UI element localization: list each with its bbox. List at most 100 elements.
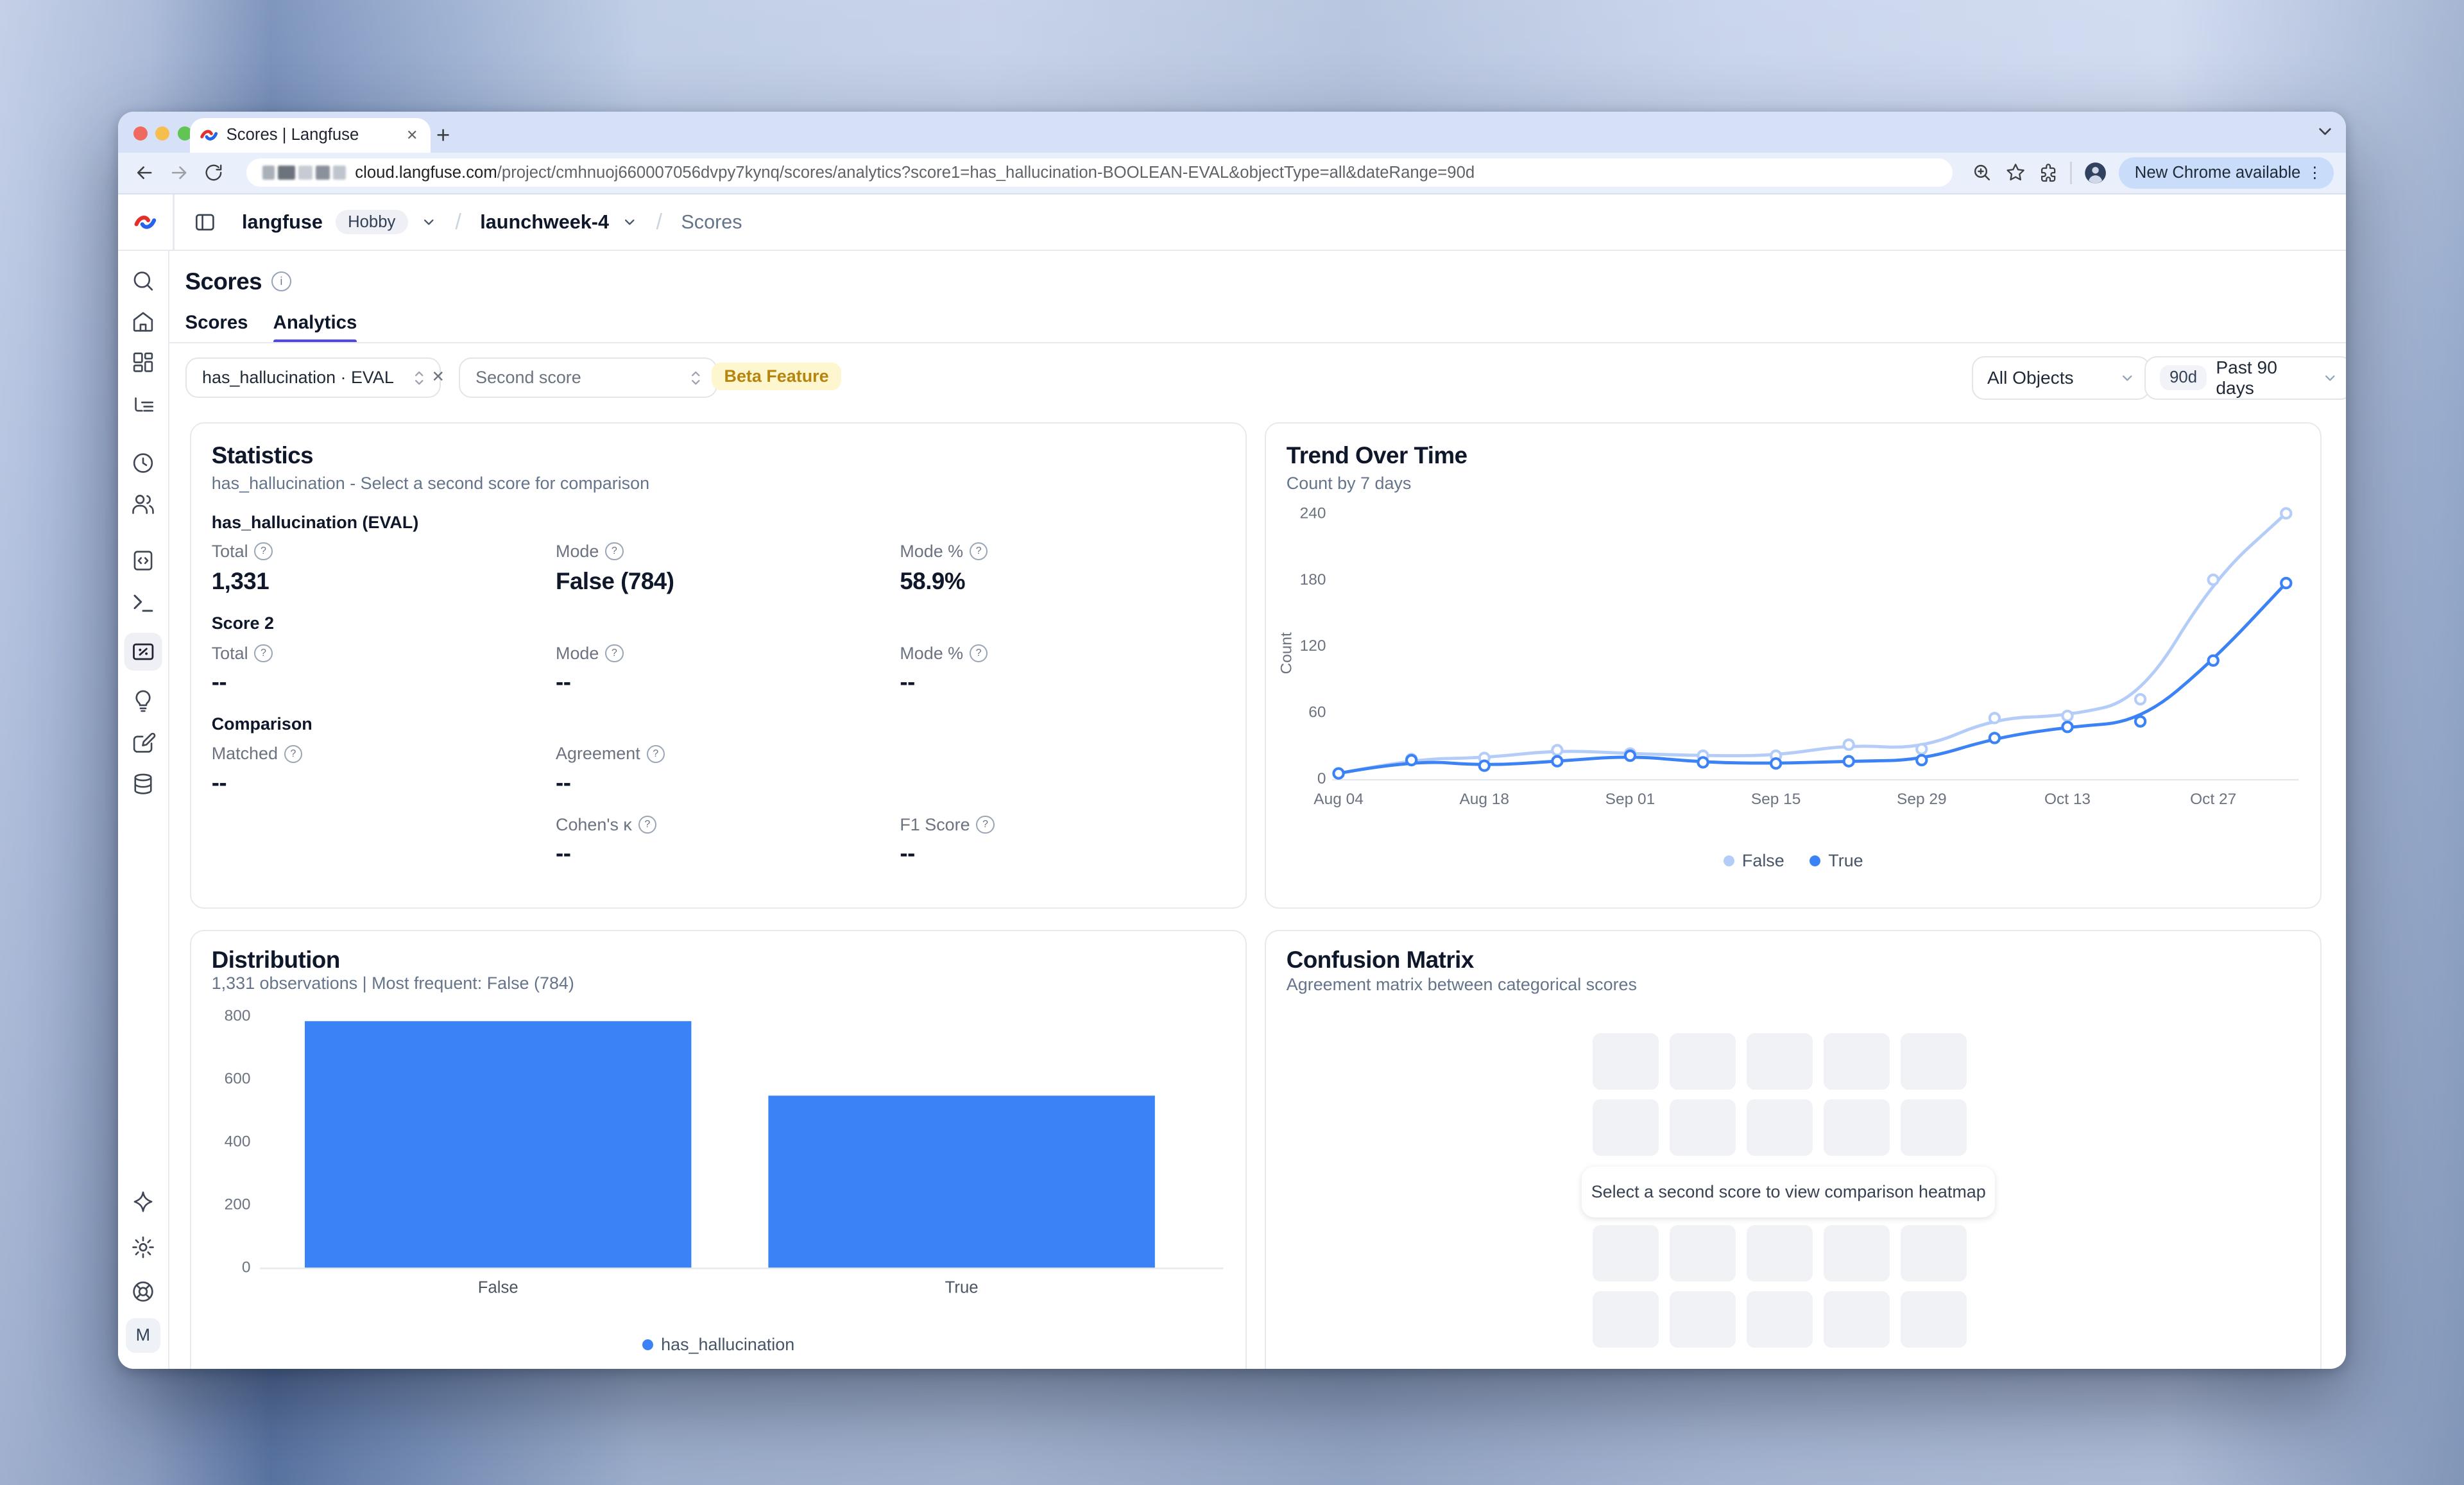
maximize-window-button[interactable] — [177, 126, 192, 141]
sidebar-item-evaluation-active[interactable] — [124, 633, 162, 671]
annotation-icon[interactable] — [130, 730, 156, 755]
placeholder-cell — [1747, 1099, 1813, 1156]
comparison-heading: Comparison — [211, 714, 312, 734]
sessions-clock-icon[interactable] — [130, 451, 155, 476]
svg-text:Oct 13: Oct 13 — [2044, 790, 2091, 807]
home-icon[interactable] — [130, 309, 155, 334]
date-shortcut-chip: 90d — [2160, 365, 2207, 391]
tabs-divider — [169, 341, 2347, 344]
back-button[interactable] — [130, 159, 158, 187]
org-chevron-icon[interactable] — [421, 214, 436, 230]
stat-label-mode-pct: Mode %? — [900, 644, 988, 664]
bookmark-star-icon[interactable] — [2005, 162, 2026, 184]
legend-item[interactable]: True — [1809, 851, 1863, 871]
help-icon[interactable]: ? — [969, 644, 988, 663]
help-icon[interactable]: ? — [646, 744, 665, 764]
svg-text:Sep 29: Sep 29 — [1897, 790, 1947, 807]
placeholder-cell — [1670, 1224, 1736, 1282]
sidebar-toggle-button[interactable] — [193, 210, 217, 234]
minimize-window-button[interactable] — [155, 126, 170, 141]
legend-item[interactable]: has_hallucination — [642, 1335, 794, 1355]
svg-text:400: 400 — [225, 1133, 251, 1150]
second-score-select[interactable]: Second score — [458, 357, 717, 399]
reload-button[interactable] — [200, 159, 228, 187]
new-tab-button[interactable]: + — [436, 121, 450, 148]
stat-label-mode: Mode? — [556, 542, 624, 562]
score1-select[interactable]: has_hallucination · EVAL — [185, 357, 441, 399]
help-icon[interactable]: ? — [254, 542, 273, 561]
stat-value-mode: False (784) — [556, 568, 674, 595]
users-icon[interactable] — [130, 492, 155, 517]
placeholder-cell — [1824, 1291, 1890, 1348]
svg-text:180: 180 — [1299, 571, 1326, 588]
extensions-icon[interactable] — [2037, 162, 2059, 184]
settings-gear-icon[interactable] — [130, 1235, 155, 1260]
help-icon[interactable]: ? — [976, 815, 995, 834]
tab-title: Scores | Langfuse — [226, 126, 359, 144]
url-bar[interactable]: cloud.langfuse.com/project/cmhnuoj660007… — [246, 159, 1953, 187]
tracing-icon[interactable] — [130, 394, 155, 419]
langfuse-favicon — [200, 130, 218, 141]
placeholder-cell — [1824, 1099, 1890, 1156]
svg-text:800: 800 — [225, 1007, 251, 1024]
insights-lightbulb-icon[interactable] — [130, 688, 155, 713]
new-chrome-pill[interactable]: New Chrome available ⋮ — [2119, 157, 2334, 189]
tab-scores[interactable]: Scores — [185, 312, 248, 334]
kebab-menu-icon[interactable]: ⋮ — [2307, 164, 2323, 182]
help-icon[interactable]: ? — [969, 542, 988, 561]
breadcrumb-org[interactable]: langfuse — [242, 210, 323, 233]
zoom-icon[interactable] — [1971, 162, 1993, 184]
help-icon[interactable]: ? — [605, 542, 624, 561]
beta-feature-badge: Beta Feature — [711, 362, 842, 391]
stat-value-total: 1,331 — [211, 568, 270, 595]
browser-tab[interactable]: Scores | Langfuse ✕ — [190, 117, 431, 153]
help-icon[interactable]: ? — [638, 815, 657, 834]
stat-label-f1: F1 Score? — [900, 815, 995, 835]
toolbar-actions: New Chrome available ⋮ — [1971, 157, 2334, 189]
help-icon[interactable]: ? — [284, 744, 303, 764]
placeholder-cell — [1593, 1033, 1659, 1090]
datasets-database-icon[interactable] — [130, 771, 155, 796]
placeholder-cell — [1670, 1291, 1736, 1348]
distribution-legend: has_hallucination — [191, 1335, 1245, 1355]
stat-label-mode-pct: Mode %? — [900, 542, 988, 562]
tab-analytics[interactable]: Analytics — [273, 312, 358, 343]
whats-new-sparkle-icon[interactable] — [130, 1189, 155, 1214]
date-range-select[interactable]: 90d Past 90 days — [2144, 356, 2347, 400]
svg-text:60: 60 — [1308, 703, 1326, 721]
legend-dot — [1809, 855, 1821, 866]
clear-score-button[interactable]: ✕ — [431, 368, 445, 386]
placeholder-cell — [1901, 1224, 1967, 1282]
placeholder-cell — [1747, 1291, 1813, 1348]
dashboards-icon[interactable] — [130, 350, 155, 375]
stat-value-agreement: -- — [556, 769, 571, 796]
user-avatar[interactable]: M — [125, 1318, 160, 1353]
forward-button[interactable] — [165, 159, 193, 187]
help-icon[interactable]: ? — [254, 644, 273, 663]
search-icon[interactable] — [130, 268, 155, 293]
placeholder-cell — [1901, 1033, 1967, 1090]
tab-close-icon[interactable]: ✕ — [406, 126, 418, 143]
close-window-button[interactable] — [133, 126, 148, 141]
svg-text:Aug 18: Aug 18 — [1459, 790, 1509, 807]
help-icon[interactable]: ? — [605, 644, 624, 663]
stat-label-total: Total? — [212, 644, 273, 664]
prompts-icon[interactable] — [130, 548, 155, 573]
page-title: Scores i — [185, 268, 291, 295]
object-type-select[interactable]: All Objects — [1972, 356, 2151, 400]
project-chevron-icon[interactable] — [622, 214, 637, 230]
site-permissions-chip[interactable] — [262, 166, 346, 180]
legend-item[interactable]: False — [1723, 851, 1784, 871]
app-header: langfuse Hobby / launchweek-4 / Scores — [117, 194, 2347, 251]
playground-terminal-icon[interactable] — [130, 590, 155, 615]
profile-avatar[interactable] — [2083, 160, 2108, 185]
info-icon[interactable]: i — [271, 271, 291, 292]
breadcrumb-project[interactable]: launchweek-4 — [480, 210, 610, 233]
tab-search-icon[interactable] — [2316, 123, 2334, 140]
stat-value-mode-pct: 58.9% — [900, 568, 966, 595]
stat-value-matched: -- — [211, 769, 227, 796]
support-lifebuoy-icon[interactable] — [130, 1279, 155, 1304]
distribution-bar-chart: 0 200 400 600 800 False True — [225, 1007, 1224, 1296]
sidebar: M — [118, 250, 170, 1369]
confusion-panel: Confusion Matrix Agreement matrix betwee… — [1264, 929, 2322, 1369]
